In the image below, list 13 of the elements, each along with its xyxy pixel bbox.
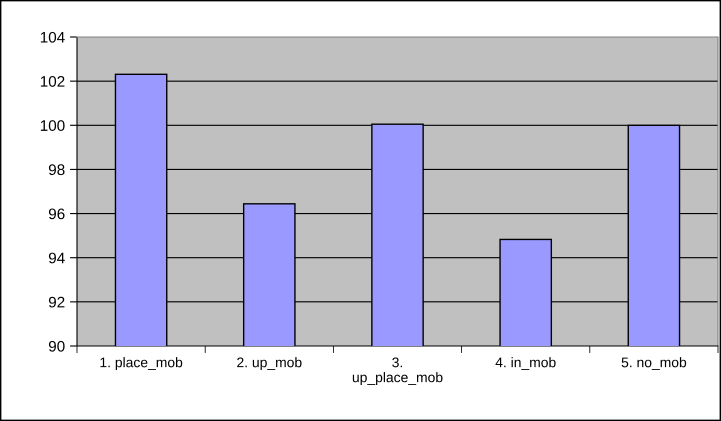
y-tick-label: 100 [40,120,65,131]
y-tick-label: 104 [40,32,65,43]
x-tick-label: 1. place_mob [100,357,182,370]
y-tick-label: 96 [48,208,65,220]
y-tick-label: 102 [40,76,64,87]
x-tick-label: 3. up_place_mob [352,357,442,386]
y-tick-label: 94 [48,252,65,264]
y-tick-label: 98 [48,164,65,176]
x-tick-label: 2. up_mob [237,357,302,370]
y-tick-label: 90 [48,340,65,352]
x-tick-label: 5. no_mob [622,357,686,370]
y-tick-label: 92 [48,296,64,308]
x-tick-label: 4. in_mob [496,357,556,370]
